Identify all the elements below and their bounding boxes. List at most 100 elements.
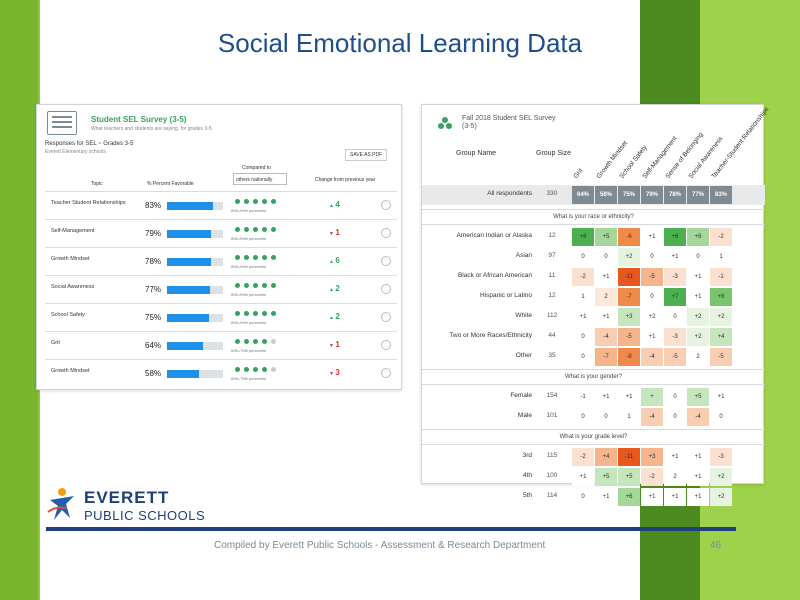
value-cell: -1 [572,388,594,406]
question-header: What is your gender? [422,369,765,385]
group-size: 12 [548,292,556,299]
change-value: ▲ 2 [329,284,340,293]
change-value: ▲ 6 [329,256,340,265]
group-label: Black or African American [457,272,532,279]
change-number: 1 [335,340,340,349]
percentile-label: 80th-99th percentile [231,236,267,241]
info-circle-icon[interactable] [381,340,391,350]
topic-row: School Safety 75% 80th-99th percentile ▲ 2 [45,303,397,331]
percentile-dot [253,283,258,288]
change-header: Change from previous year [315,177,376,183]
value-cell: -3 [664,328,686,346]
arrow-up-icon: ▲ [329,315,336,321]
value-cell: 0 [664,388,686,406]
group-label: Two or More Races/Ethnicity [449,332,532,339]
group-label: Female [510,392,532,399]
value-cell: +2 [687,308,709,326]
percent-bar-fill [167,230,212,238]
value-cell: 0 [664,308,686,326]
page-number: 46 [710,540,722,551]
percentile-dot [271,311,276,316]
value-cell: -7 [618,288,640,306]
percentile-dot [253,227,258,232]
value-cell: +2 [710,468,732,486]
info-circle-icon[interactable] [381,368,391,378]
topic-label: Social Awareness [51,284,95,290]
topic-label: Growth Mindset [51,256,90,262]
group-row: 4th 100 +1 +5 +5 -2 2 +1 +2 [422,467,765,487]
percent-favorable: 79% [145,229,162,238]
group-label: American Indian or Alaska [456,232,532,239]
percentile-dot [253,339,258,344]
value-cell: 0 [641,288,663,306]
percent-favorable: 77% [145,285,162,294]
value-cell: +2 [710,308,732,326]
question-header: What is your grade level? [422,429,765,445]
group-row: 3rd 115 -2 +4 -11 +3 +1 +1 -3 [422,447,765,467]
group-label: White [515,312,532,319]
value-cell: -3 [664,268,686,286]
group-label: Hispanic or Latino [479,292,532,299]
percent-bar [167,342,223,350]
value-cell: +3 [618,308,640,326]
value-cell: +8 [710,288,732,306]
percentile-dot [253,367,258,372]
group-row: Hispanic or Latino 12 1 2 -7 0 +7 +1 +8 [422,287,765,307]
percentile-dots [235,339,281,345]
percent-bar [167,286,223,294]
group-row: 5th 114 0 +1 +6 +1 +1 +1 +2 [422,487,765,507]
percentile-dot [271,199,276,204]
change-number: 6 [335,256,340,265]
percent-favorable: 75% [145,313,162,322]
value-cell: -7 [595,348,617,366]
info-circle-icon[interactable] [381,284,391,294]
value-cell: -6 [618,228,640,246]
group-row: Two or More Races/Ethnicity 44 0 -4 -5 +1 -3 +2… [422,327,765,347]
value-cell: -4 [641,408,663,426]
info-circle-icon[interactable] [381,228,391,238]
value-cell: +1 [710,388,732,406]
panel-title: Student SEL Survey (3-5) [91,115,187,124]
percentile-dot [262,311,267,316]
compared-select[interactable]: others nationally [233,173,287,185]
value-cell: 0 [572,328,594,346]
percent-bar [167,230,223,238]
value-cell: -2 [572,268,594,286]
responses-sub: Everett Elementary schools [45,149,106,155]
info-circle-icon[interactable] [381,256,391,266]
info-circle-icon[interactable] [381,200,391,210]
value-cell: 0 [572,488,594,506]
percent-bar [167,314,223,322]
group-row: White 112 +1 +1 +3 +2 0 +2 +2 [422,307,765,327]
survey-report-icon [47,111,77,135]
topic-row: Growth Mindset 78% 80th-99th percentile ▲ 6 [45,247,397,275]
value-cell: +1 [641,488,663,506]
group-row: Female 154 -1 +1 +1 +0 +5 +1 [422,387,765,407]
value-cell: 78% [664,186,686,204]
save-pdf-button[interactable]: SAVE AS PDF [345,149,388,161]
value-cell: -11 [618,268,640,286]
percentile-dot [244,255,249,260]
percentile-dot [262,227,267,232]
value-cell: -2 [572,448,594,466]
value-cell: +4 [710,328,732,346]
percentile-dot [244,339,249,344]
info-circle-icon[interactable] [381,312,391,322]
percentile-dot [271,339,276,344]
topic-row: Teacher Student Relationships 83% 80th-99t… [45,191,397,219]
change-number: 4 [335,200,340,209]
change-value: ▼ 1 [329,340,340,349]
value-cell: +2 [641,308,663,326]
percent-bar [167,258,223,266]
value-cell: 0 [572,348,594,366]
arrow-up-icon: ▲ [329,203,336,209]
percentile-label: 60th-79th percentile [231,348,267,353]
value-cell: 2 [687,348,709,366]
value-cell: 1 [572,288,594,306]
percentile-dot [262,199,267,204]
value-cell: 2 [595,288,617,306]
percentile-dot [253,311,258,316]
group-size: 114 [546,492,558,499]
percent-bar [167,370,223,378]
percent-bar-fill [167,342,203,350]
